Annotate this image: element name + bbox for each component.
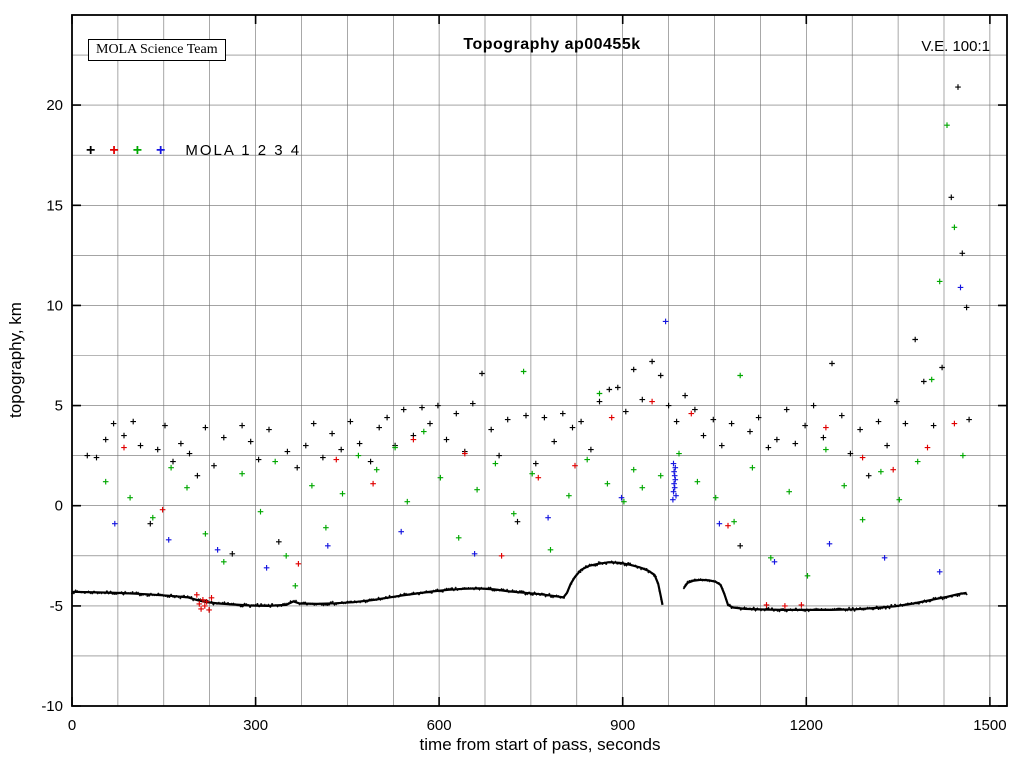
svg-text:1500: 1500 xyxy=(973,717,1006,734)
svg-text:-10: -10 xyxy=(41,698,63,715)
plot-title: Topography ap00455k xyxy=(463,36,641,53)
y-axis-label: topography, km xyxy=(6,302,25,418)
svg-text:20: 20 xyxy=(46,97,63,114)
vertical-exaggeration-label: V.E. 100:1 xyxy=(921,38,990,55)
svg-text:10: 10 xyxy=(46,297,63,314)
svg-text:600: 600 xyxy=(427,717,452,734)
svg-text:5: 5 xyxy=(55,398,63,415)
legend-marker-mola-3: + xyxy=(132,141,143,159)
svg-text:300: 300 xyxy=(243,717,268,734)
legend: + + + + MOLA 1 2 3 4 xyxy=(86,142,301,159)
legend-label: MOLA 1 2 3 4 xyxy=(185,142,302,159)
legend-marker-mola-1: + xyxy=(86,141,96,159)
x-axis-label: time from start of pass, seconds xyxy=(419,735,661,754)
svg-text:0: 0 xyxy=(68,717,76,734)
legend-marker-mola-2: + xyxy=(109,141,119,159)
credit-box: MOLA Science Team xyxy=(88,39,226,61)
svg-text:-5: -5 xyxy=(50,598,63,615)
svg-text:900: 900 xyxy=(610,717,635,734)
svg-text:0: 0 xyxy=(55,498,63,515)
svg-text:1200: 1200 xyxy=(790,717,823,734)
credit-text: MOLA Science Team xyxy=(96,42,218,57)
legend-marker-mola-4: + xyxy=(156,141,166,159)
svg-text:15: 15 xyxy=(46,197,63,214)
